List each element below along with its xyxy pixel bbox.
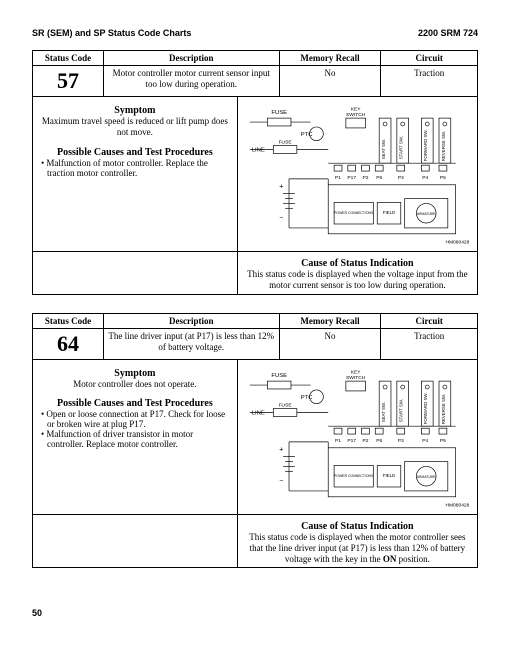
svg-text:ARMATURE: ARMATURE bbox=[417, 475, 437, 479]
col-circuit: Circuit bbox=[381, 51, 478, 66]
symptom-text: Maximum travel speed is reduced or lift … bbox=[39, 116, 231, 139]
col-description: Description bbox=[103, 51, 279, 66]
svg-text:P6: P6 bbox=[376, 175, 382, 181]
reverse-sw-label: REVERSE SW. bbox=[441, 131, 446, 161]
cause-indication-cell: Cause of Status Indication This status c… bbox=[237, 514, 477, 567]
header-left: SR (SEM) and SP Status Code Charts bbox=[32, 28, 191, 38]
svg-text:START SW.: START SW. bbox=[398, 399, 403, 422]
svg-text:SWITCH: SWITCH bbox=[346, 375, 366, 381]
svg-text:KEY: KEY bbox=[351, 369, 362, 375]
forward-sw-label: FORWARD SW. bbox=[423, 129, 428, 161]
status-section-57: Status Code Description Memory Recall Ci… bbox=[32, 50, 478, 295]
status-section-64: Status Code Description Memory Recall Ci… bbox=[32, 313, 478, 569]
col-circuit: Circuit bbox=[381, 313, 478, 328]
svg-text:P2: P2 bbox=[362, 175, 368, 181]
status-table-64: Status Code Description Memory Recall Ci… bbox=[32, 313, 478, 569]
cause-indication-text: This status code is displayed when the v… bbox=[242, 269, 473, 292]
symptom-cell: Symptom Motor controller does not operat… bbox=[33, 360, 237, 515]
svg-text:SWITCH: SWITCH bbox=[346, 112, 366, 118]
svg-text:P17: P17 bbox=[347, 437, 356, 443]
diagram-ref: HM080428 bbox=[445, 502, 469, 508]
svg-text:FUSE: FUSE bbox=[278, 402, 292, 408]
ptc-label: PTC bbox=[301, 132, 314, 138]
svg-text:SEAT SW.: SEAT SW. bbox=[381, 401, 386, 421]
col-status-code: Status Code bbox=[33, 313, 104, 328]
diagram-cell: FUSE PTC LINE FUSE bbox=[237, 97, 477, 252]
svg-text:FIELD: FIELD bbox=[382, 473, 395, 478]
svg-text:ARMATURE: ARMATURE bbox=[417, 212, 437, 216]
status-code-number: 64 bbox=[33, 328, 104, 359]
diagram-cell: FUSE PTC LINE FUSE KEY bbox=[237, 360, 477, 515]
cause-text: Open or loose connection at P17. Check f… bbox=[46, 409, 225, 429]
svg-text:−: − bbox=[279, 215, 283, 222]
causes-label: Possible Causes and Test Procedures bbox=[39, 147, 231, 158]
status-code-number: 57 bbox=[33, 66, 104, 97]
status-code-circuit: Traction bbox=[381, 66, 478, 97]
svg-text:P3: P3 bbox=[398, 437, 404, 443]
cause-indication-label: Cause of Status Indication bbox=[242, 521, 473, 532]
seat-sw-label: SEAT SW. bbox=[381, 139, 386, 159]
cause-indication-label: Cause of Status Indication bbox=[242, 258, 473, 269]
status-code-description: Motor controller motor current sensor in… bbox=[103, 66, 279, 97]
svg-text:P1: P1 bbox=[335, 175, 341, 181]
svg-text:P4: P4 bbox=[422, 437, 428, 443]
header-right: 2200 SRM 724 bbox=[418, 28, 478, 38]
fuse-label: FUSE bbox=[271, 110, 287, 116]
circuit-diagram: FUSE PTC LINE FUSE bbox=[240, 99, 475, 249]
svg-text:P4: P4 bbox=[422, 175, 428, 181]
svg-text:LINE: LINE bbox=[251, 410, 264, 416]
symptom-text: Motor controller does not operate. bbox=[39, 379, 231, 390]
col-memory-recall: Memory Recall bbox=[279, 51, 381, 66]
svg-text:FUSE: FUSE bbox=[278, 140, 292, 146]
svg-text:POWER CONNECTIONS: POWER CONNECTIONS bbox=[334, 211, 374, 215]
svg-text:P3: P3 bbox=[398, 175, 404, 181]
svg-text:POWER CONNECTIONS: POWER CONNECTIONS bbox=[334, 474, 374, 478]
circuit-diagram: FUSE PTC LINE FUSE KEY bbox=[240, 362, 475, 512]
svg-text:−: − bbox=[279, 478, 283, 485]
svg-text:+: + bbox=[279, 184, 283, 191]
status-code-circuit: Traction bbox=[381, 328, 478, 359]
cause-text: Malfunction of driver transistor in moto… bbox=[46, 429, 193, 449]
status-code-memory: No bbox=[279, 328, 381, 359]
status-code-description: The line driver input (at P17) is less t… bbox=[103, 328, 279, 359]
svg-text:PTC: PTC bbox=[301, 394, 314, 400]
svg-text:P5: P5 bbox=[440, 437, 446, 443]
svg-text:P2: P2 bbox=[362, 437, 368, 443]
key-switch-label: KEY bbox=[351, 106, 362, 112]
start-sw-label: START SW. bbox=[398, 136, 403, 159]
causes-label: Possible Causes and Test Procedures bbox=[39, 398, 231, 409]
cause-item: • Malfunction of driver transistor in mo… bbox=[39, 429, 231, 449]
svg-text:REVERSE SW.: REVERSE SW. bbox=[441, 393, 446, 423]
svg-text:FUSE: FUSE bbox=[271, 373, 287, 379]
status-code-memory: No bbox=[279, 66, 381, 97]
svg-text:P17: P17 bbox=[347, 175, 356, 181]
symptom-label: Symptom bbox=[39, 368, 231, 379]
svg-text:+: + bbox=[279, 446, 283, 453]
page-number: 50 bbox=[32, 608, 478, 618]
page-header: SR (SEM) and SP Status Code Charts 2200 … bbox=[32, 28, 478, 38]
col-status-code: Status Code bbox=[33, 51, 104, 66]
cause-item: • Malfunction of motor controller. Repla… bbox=[39, 158, 231, 178]
symptom-label: Symptom bbox=[39, 105, 231, 116]
cause-indication-cell: Cause of Status Indication This status c… bbox=[237, 252, 477, 294]
svg-text:P1: P1 bbox=[335, 437, 341, 443]
svg-text:FIELD: FIELD bbox=[382, 210, 395, 215]
svg-text:FORWARD SW.: FORWARD SW. bbox=[423, 392, 428, 424]
symptom-cell: Symptom Maximum travel speed is reduced … bbox=[33, 97, 237, 252]
svg-text:P6: P6 bbox=[376, 437, 382, 443]
diagram-ref: HM080428 bbox=[445, 240, 469, 246]
col-memory-recall: Memory Recall bbox=[279, 313, 381, 328]
svg-text:P5: P5 bbox=[440, 175, 446, 181]
cause-item: • Open or loose connection at P17. Check… bbox=[39, 409, 231, 429]
cause-indication-text: This status code is displayed when the m… bbox=[242, 532, 473, 566]
status-table-57: Status Code Description Memory Recall Ci… bbox=[32, 50, 478, 295]
line-label: LINE bbox=[251, 147, 264, 153]
col-description: Description bbox=[103, 313, 279, 328]
cause-text: Malfunction of motor controller. Replace… bbox=[46, 158, 207, 178]
